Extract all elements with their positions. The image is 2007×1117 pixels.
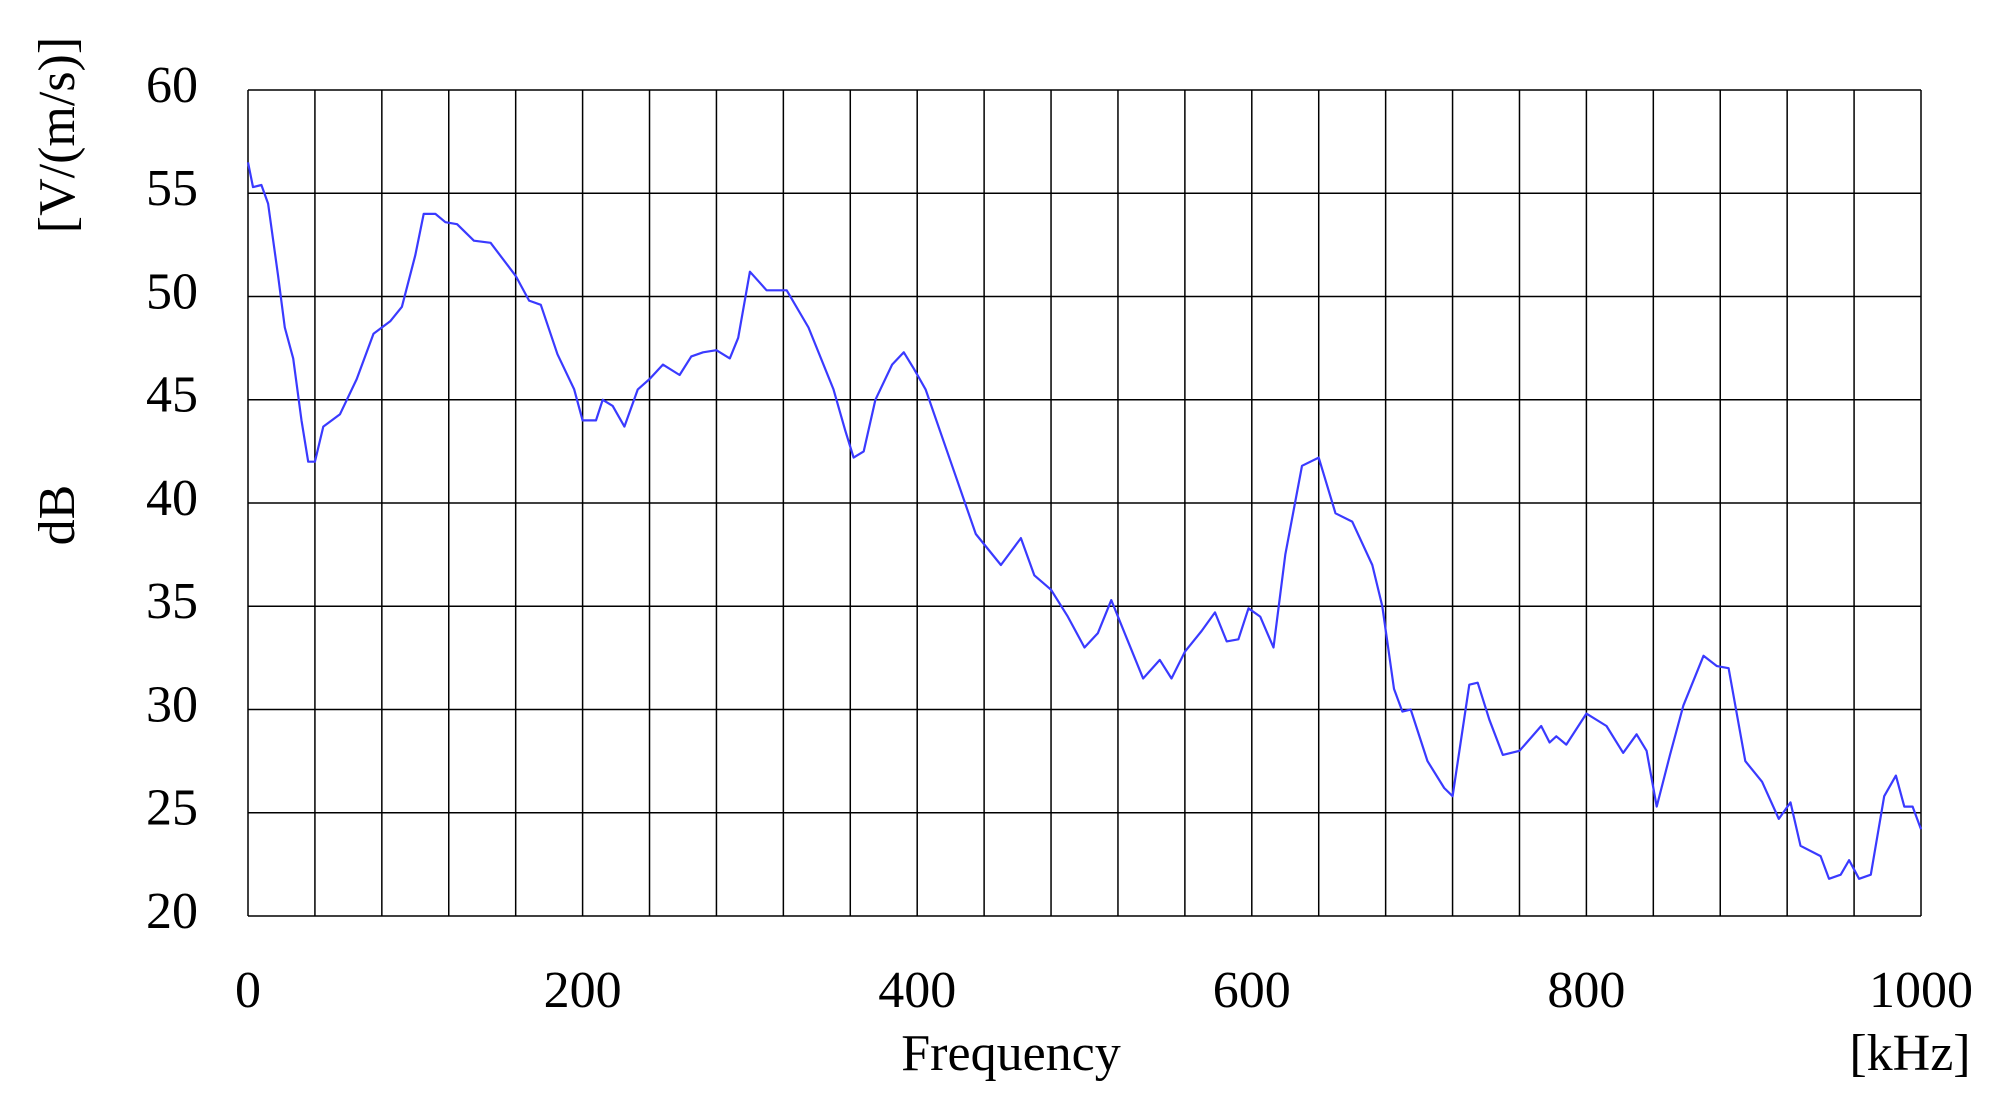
y-axis-unit: [V/(m/s)] — [29, 37, 86, 233]
y-tick-label: 45 — [146, 367, 198, 424]
x-tick-label: 1000 — [1869, 962, 1973, 1019]
y-tick-label: 25 — [146, 780, 198, 837]
x-axis-unit: [kHz] — [1849, 1025, 1970, 1082]
y-tick-label: 55 — [146, 160, 198, 217]
x-tick-label: 600 — [1213, 962, 1291, 1019]
data-line — [246, 162, 1923, 880]
y-tick-label: 40 — [146, 470, 198, 527]
y-tick-label: 60 — [146, 57, 198, 114]
y-tick-label: 30 — [146, 676, 198, 733]
y-tick-label: 50 — [146, 263, 198, 320]
x-axis-label: Frequency — [901, 1025, 1120, 1082]
y-tick-label: 20 — [146, 883, 198, 940]
x-tick-label: 800 — [1547, 962, 1625, 1019]
y-tick-label: 35 — [146, 573, 198, 630]
x-tick-label: 400 — [878, 962, 956, 1019]
x-tick-label: 0 — [235, 962, 261, 1019]
y-axis-label: dB — [29, 485, 86, 546]
x-tick-label: 200 — [544, 962, 622, 1019]
